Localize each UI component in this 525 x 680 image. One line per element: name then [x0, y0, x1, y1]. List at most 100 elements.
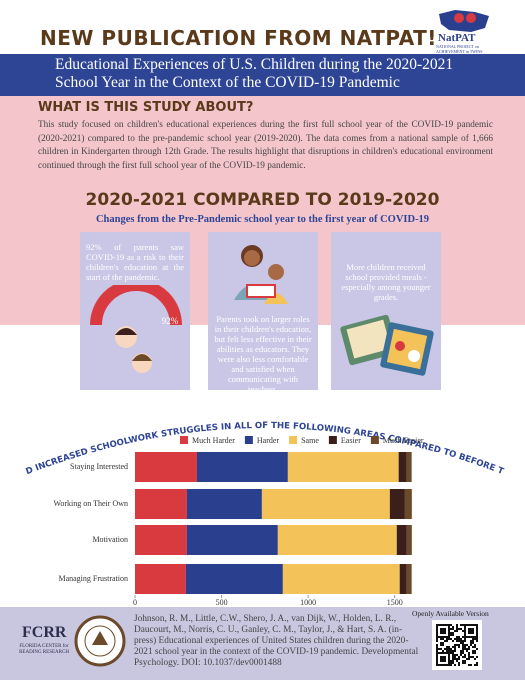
qr-module: [458, 644, 460, 646]
qr-module: [468, 652, 470, 654]
qr-module: [468, 658, 470, 660]
bar-segment: [406, 525, 412, 555]
qr-module: [452, 640, 454, 642]
qr-module: [470, 636, 472, 638]
qr-module: [446, 652, 448, 654]
qr-module: [470, 630, 472, 632]
qr-module: [444, 636, 446, 638]
legend-swatch: [244, 436, 253, 444]
qr-module: [472, 640, 474, 642]
qr-module: [448, 656, 450, 658]
bar-segment: [196, 452, 288, 482]
qr-module: [452, 662, 454, 664]
qr-module: [460, 650, 462, 652]
qr-module: [452, 656, 454, 658]
qr-module: [444, 648, 446, 650]
qr-module: [456, 628, 458, 630]
qr-module: [448, 648, 450, 650]
qr-module: [472, 636, 474, 638]
qr-module: [442, 658, 444, 660]
qr-module: [472, 638, 474, 640]
qr-module: [450, 648, 452, 650]
qr-module: [444, 660, 446, 662]
card-text: Parents took on larger roles in their ch…: [214, 314, 312, 394]
qr-module: [472, 656, 474, 658]
qr-module: [442, 632, 444, 634]
qr-module: [442, 656, 444, 658]
qr-module: [456, 640, 458, 642]
qr-module: [458, 656, 460, 658]
qr-module: [438, 648, 440, 650]
qr-module: [458, 628, 460, 630]
qr-module: [456, 636, 458, 638]
qr-module: [436, 644, 438, 646]
qr-module: [444, 628, 446, 630]
bar-segment: [185, 564, 283, 594]
qr-module: [444, 624, 446, 626]
qr-module: [440, 652, 442, 654]
qr-module: [436, 640, 438, 642]
qr-module: [468, 656, 470, 658]
qr-module: [464, 628, 466, 630]
qr-module: [476, 636, 478, 638]
qr-module: [448, 658, 450, 660]
legend-swatch: [328, 436, 337, 444]
qr-module: [450, 624, 452, 626]
qr-module: [444, 664, 446, 666]
qr-module: [454, 630, 456, 632]
qr-module: [462, 662, 464, 664]
qr-module: [472, 652, 474, 654]
qr-module: [442, 624, 444, 626]
qr-module: [446, 648, 448, 650]
qr-module: [456, 644, 458, 646]
qr-module: [474, 664, 476, 666]
qr-module: [468, 664, 470, 666]
qr-module: [464, 644, 466, 646]
qr-module: [444, 656, 446, 658]
qr-module: [452, 658, 454, 660]
qr-module: [462, 646, 464, 648]
qr-module: [454, 638, 456, 640]
qr-module: [452, 626, 454, 628]
bar-segment: [406, 452, 412, 482]
bar-segment: [282, 564, 400, 594]
y-tick-label: Motivation: [92, 535, 128, 544]
qr-module: [476, 630, 478, 632]
legend-label: Much Harder: [192, 436, 235, 445]
qr-module: [472, 646, 474, 648]
qr-module: [470, 628, 472, 630]
qr-module: [466, 644, 468, 646]
qr-module: [442, 650, 444, 652]
qr-module: [462, 636, 464, 638]
legend-swatch: [370, 436, 379, 444]
qr-module: [464, 634, 466, 636]
qr-module: [462, 660, 464, 662]
qr-module: [448, 660, 450, 662]
qr-module: [450, 632, 452, 634]
bar-segment: [135, 452, 197, 482]
qr-module: [454, 664, 456, 666]
qr-module: [454, 648, 456, 650]
qr-module: [464, 630, 466, 632]
legend-label: Much Easier: [383, 436, 424, 445]
qr-module: [446, 640, 448, 642]
qr-module: [476, 638, 478, 640]
bar-segment: [389, 489, 405, 519]
qr-module: [442, 642, 444, 644]
qr-module: [470, 644, 472, 646]
qr-module: [476, 662, 478, 664]
qr-module: [470, 664, 472, 666]
qr-module: [436, 624, 438, 626]
qr-module: [436, 654, 438, 656]
qr-module: [436, 630, 438, 632]
qr-module: [456, 658, 458, 660]
qr-module: [470, 624, 472, 626]
qr-module: [436, 632, 438, 634]
qr-module: [448, 630, 450, 632]
qr-module: [460, 624, 462, 626]
y-tick-label: Managing Frustration: [58, 574, 128, 583]
qr-module: [444, 630, 446, 632]
qr-module: [462, 656, 464, 658]
qr-module: [468, 632, 470, 634]
qr-module: [474, 650, 476, 652]
